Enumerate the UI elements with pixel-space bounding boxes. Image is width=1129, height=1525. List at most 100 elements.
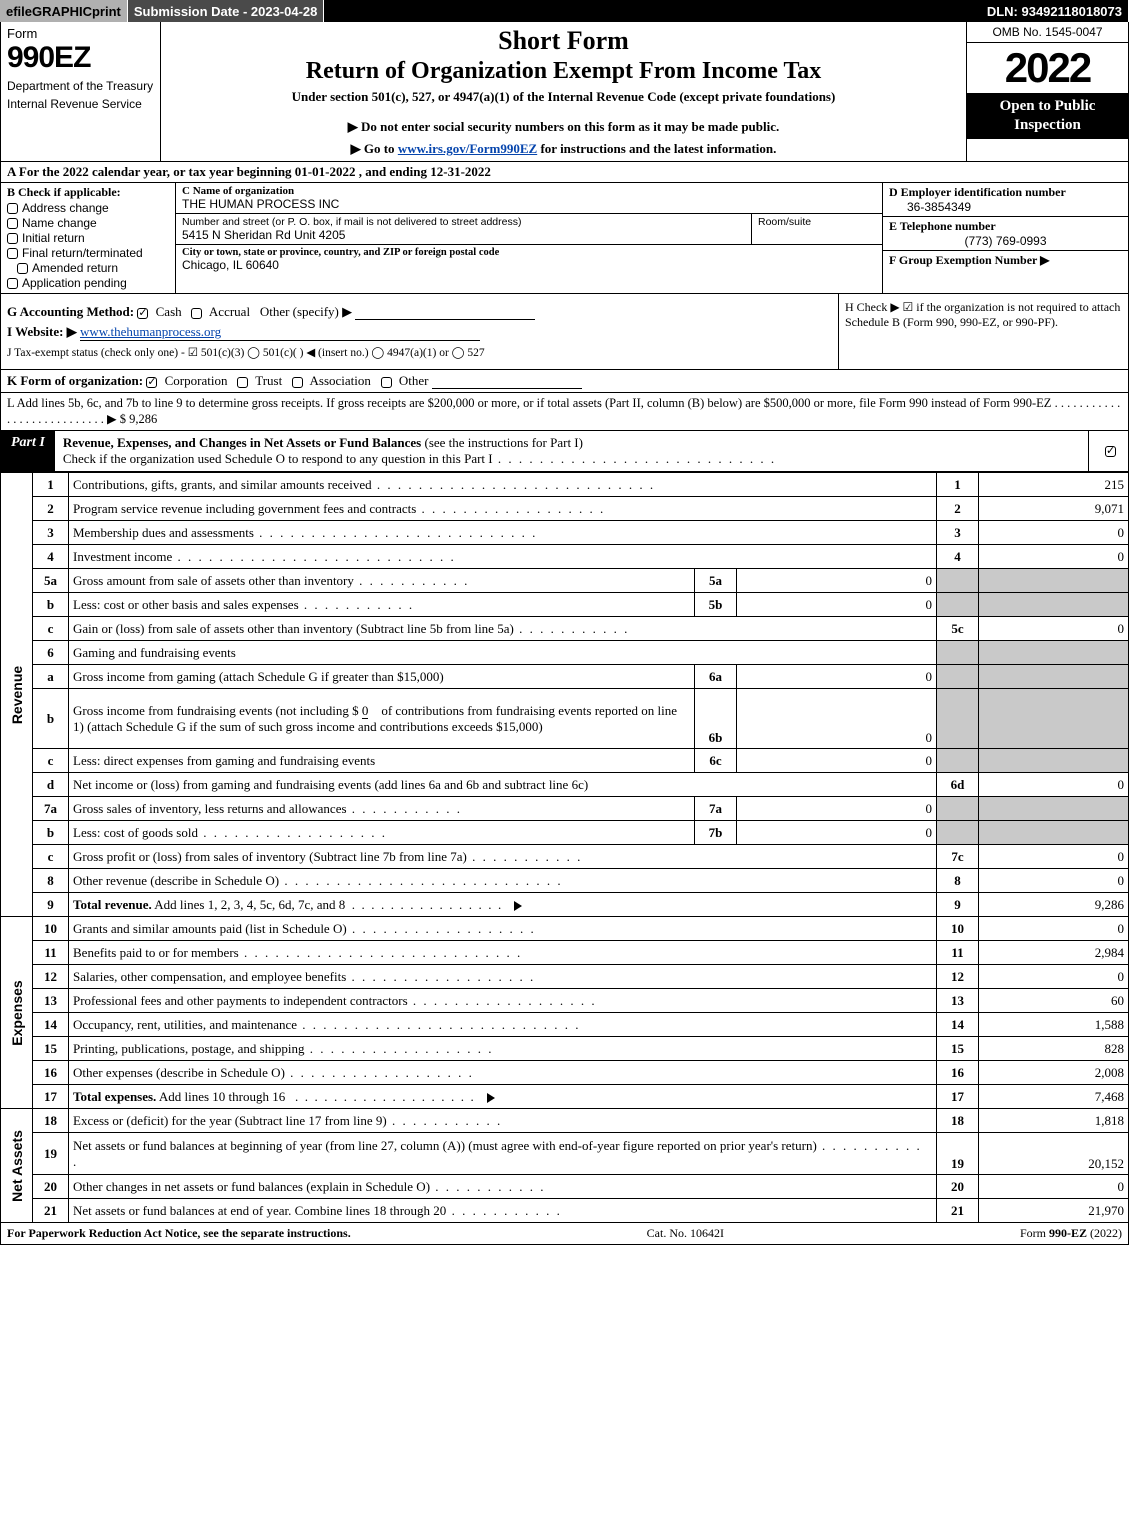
e-phone: (773) 769-0993 xyxy=(889,234,1122,248)
goto-line: ▶ Go to www.irs.gov/Form990EZ for instru… xyxy=(169,141,958,157)
goto-suffix: for instructions and the latest informat… xyxy=(540,141,776,156)
gh-left: G Accounting Method: Cash Accrual Other … xyxy=(1,294,838,369)
under-section: Under section 501(c), 527, or 4947(a)(1)… xyxy=(169,89,958,105)
i-website: I Website: ▶ www.thehumanprocess.org xyxy=(7,324,832,341)
row-a-tax-year: A For the 2022 calendar year, or tax yea… xyxy=(0,162,1129,183)
l-text: L Add lines 5b, 6c, and 7b to line 9 to … xyxy=(7,396,1051,410)
l-value: 9,286 xyxy=(129,412,157,426)
part-i-scheduleo-check[interactable] xyxy=(1088,431,1128,471)
efile-text: efile xyxy=(6,4,32,19)
part-i-title: Revenue, Expenses, and Changes in Net As… xyxy=(55,431,1088,471)
footer-formref: Form 990-EZ (2022) xyxy=(1020,1226,1122,1241)
f-block: F Group Exemption Number ▶ xyxy=(883,251,1128,293)
chk-amended-return[interactable]: Amended return xyxy=(17,261,169,275)
c-room-hdr: Room/suite xyxy=(758,216,876,228)
goto-prefix: ▶ Go to xyxy=(351,141,398,156)
side-netassets: Net Assets xyxy=(1,1109,33,1223)
e-phone-hdr: E Telephone number xyxy=(889,219,1122,234)
line-1-box: 1 xyxy=(937,473,979,497)
row-4: 4Investment income 40 xyxy=(1,545,1129,569)
chk-final-return[interactable]: Final return/terminated xyxy=(7,246,169,260)
chk-initial-return[interactable]: Initial return xyxy=(7,231,169,245)
row-14: 14Occupancy, rent, utilities, and mainte… xyxy=(1,1013,1129,1037)
row-7c: cGross profit or (loss) from sales of in… xyxy=(1,845,1129,869)
row-12: 12Salaries, other compensation, and empl… xyxy=(1,965,1129,989)
side-expenses: Expenses xyxy=(1,917,33,1109)
chk-association[interactable] xyxy=(292,377,303,388)
form-label: Form xyxy=(7,26,154,41)
row-5b: bLess: cost or other basis and sales exp… xyxy=(1,593,1129,617)
k-label: K Form of organization: xyxy=(7,373,146,388)
g-accounting-method: G Accounting Method: Cash Accrual Other … xyxy=(7,304,832,320)
e-block: E Telephone number (773) 769-0993 xyxy=(883,217,1128,251)
dept-treasury: Department of the Treasury xyxy=(7,79,154,93)
row-6d: dNet income or (loss) from gaming and fu… xyxy=(1,773,1129,797)
c-city-hdr: City or town, state or province, country… xyxy=(182,247,876,258)
row-5a: 5aGross amount from sale of assets other… xyxy=(1,569,1129,593)
print-text: print xyxy=(92,4,121,19)
chk-trust[interactable] xyxy=(237,377,248,388)
chk-name-change[interactable]: Name change xyxy=(7,216,169,230)
irs-link[interactable]: www.irs.gov/Form990EZ xyxy=(398,141,537,156)
col-c-org-info: C Name of organization THE HUMAN PROCESS… xyxy=(176,183,883,293)
page-footer: For Paperwork Reduction Act Notice, see … xyxy=(0,1223,1129,1245)
chk-other[interactable] xyxy=(381,377,392,388)
line-1-desc: Contributions, gifts, grants, and simila… xyxy=(69,473,937,497)
row-19: 19Net assets or fund balances at beginni… xyxy=(1,1133,1129,1175)
website-link[interactable]: www.thehumanprocess.org xyxy=(80,324,480,341)
form-header: Form 990EZ Department of the Treasury In… xyxy=(0,22,1129,162)
row-15: 15Printing, publications, postage, and s… xyxy=(1,1037,1129,1061)
section-ghi: G Accounting Method: Cash Accrual Other … xyxy=(0,294,1129,370)
row-11: 11Benefits paid to or for members 112,98… xyxy=(1,941,1129,965)
no-ssn-warning: ▶ Do not enter social security numbers o… xyxy=(169,119,958,135)
row-6b: b Gross income from fundraising events (… xyxy=(1,689,1129,749)
chk-accrual[interactable] xyxy=(191,308,202,319)
d-block: D Employer identification number 36-3854… xyxy=(883,183,1128,217)
efile-graphic-print[interactable]: efile GRAPHIC print xyxy=(0,0,128,22)
row-20: 20Other changes in net assets or fund ba… xyxy=(1,1175,1129,1199)
header-left: Form 990EZ Department of the Treasury In… xyxy=(1,22,161,161)
org-street: 5415 N Sheridan Rd Unit 4205 xyxy=(182,228,745,242)
row-7a: 7aGross sales of inventory, less returns… xyxy=(1,797,1129,821)
header-right: OMB No. 1545-0047 2022 Open to Public In… xyxy=(966,22,1128,161)
k-form-of-org: K Form of organization: Corporation Trus… xyxy=(0,370,1129,393)
row-8: 8Other revenue (describe in Schedule O) … xyxy=(1,869,1129,893)
chk-address-change[interactable]: Address change xyxy=(7,201,169,215)
c-room-block: Room/suite xyxy=(752,214,882,244)
org-city: Chicago, IL 60640 xyxy=(182,258,876,272)
footer-catno: Cat. No. 10642I xyxy=(351,1226,1020,1241)
c-street-hdr: Number and street (or P. O. box, if mail… xyxy=(182,216,745,228)
part-i-check-line: Check if the organization used Schedule … xyxy=(63,451,776,466)
chk-application-pending[interactable]: Application pending xyxy=(7,276,169,290)
line-1-val: 215 xyxy=(979,473,1129,497)
form-title: Return of Organization Exempt From Incom… xyxy=(169,58,958,85)
omb-number: OMB No. 1545-0047 xyxy=(967,22,1128,43)
row-3: 3Membership dues and assessments 30 xyxy=(1,521,1129,545)
row-13: 13Professional fees and other payments t… xyxy=(1,989,1129,1013)
row-2: 2Program service revenue including gover… xyxy=(1,497,1129,521)
h-block: H Check ▶ ☑ if the organization is not r… xyxy=(838,294,1128,369)
row-17: 17 Total expenses. Add lines 10 through … xyxy=(1,1085,1129,1109)
b-label: B Check if applicable: xyxy=(7,185,169,200)
l-gross-receipts: L Add lines 5b, 6c, and 7b to line 9 to … xyxy=(0,393,1129,431)
chk-cash[interactable] xyxy=(137,308,148,319)
c-street-block: Number and street (or P. O. box, if mail… xyxy=(176,214,752,244)
row-6c: cLess: direct expenses from gaming and f… xyxy=(1,749,1129,773)
c-city-block: City or town, state or province, country… xyxy=(176,245,882,293)
part-i-header: Part I Revenue, Expenses, and Changes in… xyxy=(0,431,1129,472)
c-name-hdr: C Name of organization xyxy=(182,185,876,197)
part-i-tab: Part I xyxy=(1,431,55,471)
short-form-title: Short Form xyxy=(169,26,958,56)
side-revenue: Revenue xyxy=(1,473,33,917)
f-group-hdr: F Group Exemption Number ▶ xyxy=(889,253,1049,267)
open-to-public: Open to Public Inspection xyxy=(967,93,1128,139)
row-9: 9 Total revenue. Total revenue. Add line… xyxy=(1,893,1129,917)
d-ein: 36-3854349 xyxy=(889,200,1122,214)
c-name-block: C Name of organization THE HUMAN PROCESS… xyxy=(176,183,882,214)
row-10: Expenses 10Grants and similar amounts pa… xyxy=(1,917,1129,941)
top-bar: efile GRAPHIC print Submission Date - 20… xyxy=(0,0,1129,22)
chk-corporation[interactable] xyxy=(146,377,157,388)
row-7b: bLess: cost of goods sold 7b0 xyxy=(1,821,1129,845)
row-5c: cGain or (loss) from sale of assets othe… xyxy=(1,617,1129,641)
j-tax-exempt: J Tax-exempt status (check only one) - ☑… xyxy=(7,345,832,359)
